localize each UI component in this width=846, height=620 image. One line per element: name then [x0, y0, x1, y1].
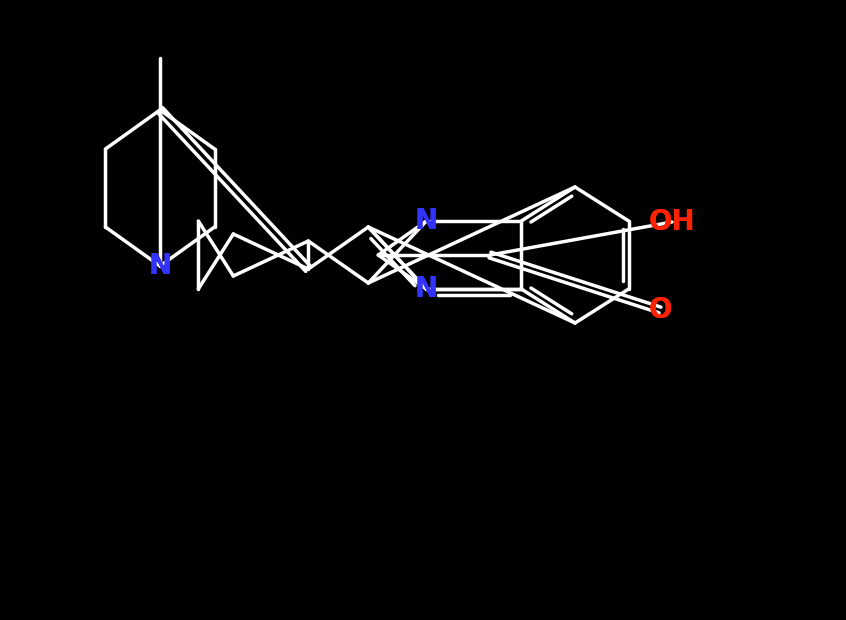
Text: OH: OH [649, 208, 695, 236]
Text: N: N [415, 207, 438, 235]
Text: O: O [648, 296, 672, 324]
Text: OH: OH [649, 208, 695, 236]
Text: O: O [648, 296, 672, 324]
Text: N: N [148, 252, 172, 280]
Text: N: N [148, 252, 172, 280]
Text: N: N [415, 275, 438, 303]
Text: N: N [415, 275, 438, 303]
Text: N: N [415, 207, 438, 235]
